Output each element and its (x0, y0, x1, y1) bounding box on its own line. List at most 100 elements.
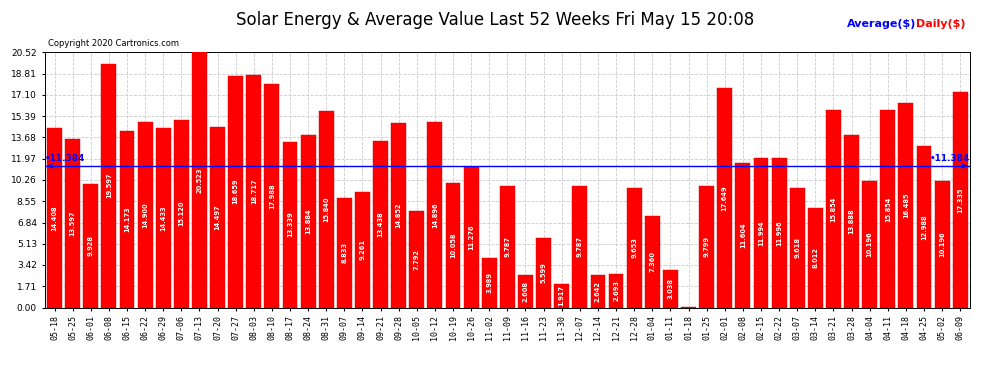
Text: Copyright 2020 Cartronics.com: Copyright 2020 Cartronics.com (48, 39, 178, 48)
Text: Average($): Average($) (846, 20, 916, 29)
Text: 9.928: 9.928 (88, 236, 94, 256)
Text: 3.038: 3.038 (667, 278, 673, 299)
Bar (446, 183, 460, 308)
Bar (282, 142, 297, 308)
Text: 17.649: 17.649 (722, 185, 728, 211)
Text: •11.384: •11.384 (930, 154, 970, 163)
Text: 20.523: 20.523 (196, 167, 202, 193)
Bar (120, 131, 135, 308)
Text: 11.996: 11.996 (776, 220, 782, 246)
Bar (192, 53, 207, 308)
Text: 8.833: 8.833 (342, 242, 347, 263)
Text: 5.599: 5.599 (541, 262, 546, 283)
Bar (83, 184, 98, 308)
Text: 17.335: 17.335 (957, 187, 963, 213)
Bar (264, 84, 279, 308)
Text: 7.360: 7.360 (649, 251, 655, 272)
Bar (247, 75, 261, 307)
Bar (355, 192, 370, 308)
Text: 8.012: 8.012 (813, 247, 819, 268)
Text: Daily($): Daily($) (916, 20, 965, 29)
Text: 10.196: 10.196 (940, 231, 945, 257)
Text: 12.988: 12.988 (921, 214, 927, 240)
Text: 14.433: 14.433 (160, 205, 166, 231)
Text: 2.608: 2.608 (523, 281, 529, 302)
Text: 14.408: 14.408 (51, 205, 57, 231)
Text: 1.917: 1.917 (558, 285, 564, 306)
Text: 2.642: 2.642 (595, 280, 601, 302)
Text: 13.438: 13.438 (377, 211, 383, 237)
Bar (229, 76, 244, 307)
Text: 18.717: 18.717 (250, 178, 256, 204)
Text: 15.854: 15.854 (885, 196, 891, 222)
Bar (808, 208, 823, 308)
Bar (935, 181, 949, 308)
Text: 2.693: 2.693 (613, 280, 619, 301)
Text: 14.497: 14.497 (215, 205, 221, 230)
Text: 9.799: 9.799 (704, 236, 710, 257)
Text: 19.597: 19.597 (106, 173, 112, 198)
Text: 9.787: 9.787 (504, 236, 511, 257)
Bar (590, 274, 605, 308)
Bar (138, 122, 152, 308)
Bar (319, 111, 334, 308)
Bar (718, 88, 733, 308)
Text: 14.900: 14.900 (143, 202, 148, 228)
Bar (844, 135, 859, 308)
Text: 11.604: 11.604 (740, 223, 745, 248)
Text: 14.173: 14.173 (124, 207, 130, 232)
Text: 9.653: 9.653 (632, 237, 638, 258)
Text: 9.787: 9.787 (577, 236, 583, 257)
Text: 14.852: 14.852 (396, 202, 402, 228)
Bar (826, 111, 841, 308)
Bar (736, 163, 750, 308)
Text: 15.840: 15.840 (323, 196, 330, 222)
Text: 11.276: 11.276 (468, 225, 474, 250)
Bar (391, 123, 406, 308)
Text: 11.994: 11.994 (758, 220, 764, 246)
Bar (518, 275, 533, 308)
Bar (554, 284, 569, 308)
Text: 7.792: 7.792 (414, 249, 420, 270)
Bar (101, 64, 116, 308)
Text: 9.618: 9.618 (794, 237, 800, 258)
Text: 10.196: 10.196 (866, 231, 872, 257)
Bar (301, 135, 316, 308)
Text: 3.989: 3.989 (486, 272, 492, 293)
Text: 15.120: 15.120 (178, 201, 184, 226)
Bar (880, 111, 895, 308)
Text: 13.597: 13.597 (69, 210, 75, 236)
Bar (174, 120, 189, 308)
Bar (48, 129, 62, 308)
Bar (753, 159, 768, 308)
Bar (463, 167, 478, 308)
Bar (609, 274, 624, 308)
Bar (210, 128, 225, 308)
Text: 9.261: 9.261 (359, 240, 365, 261)
Bar (482, 258, 497, 308)
Bar (644, 216, 659, 308)
Text: 16.485: 16.485 (903, 192, 909, 218)
Text: 13.888: 13.888 (848, 209, 854, 234)
Bar (862, 181, 877, 308)
Bar (337, 198, 351, 308)
Text: 14.896: 14.896 (432, 202, 438, 228)
Bar (155, 128, 170, 308)
Bar (537, 238, 551, 308)
Text: •11.384: •11.384 (46, 154, 85, 163)
Bar (663, 270, 678, 308)
Text: 17.988: 17.988 (269, 183, 275, 209)
Text: 13.884: 13.884 (305, 209, 311, 234)
Text: 18.659: 18.659 (233, 179, 239, 204)
Text: 13.339: 13.339 (287, 212, 293, 237)
Bar (899, 103, 914, 308)
Text: 10.058: 10.058 (450, 232, 456, 258)
Bar (917, 146, 932, 308)
Bar (627, 188, 642, 308)
Text: Solar Energy & Average Value Last 52 Weeks Fri May 15 20:08: Solar Energy & Average Value Last 52 Wee… (236, 11, 754, 29)
Bar (428, 122, 443, 308)
Bar (699, 186, 714, 308)
Bar (500, 186, 515, 308)
Bar (572, 186, 587, 308)
Bar (952, 92, 967, 308)
